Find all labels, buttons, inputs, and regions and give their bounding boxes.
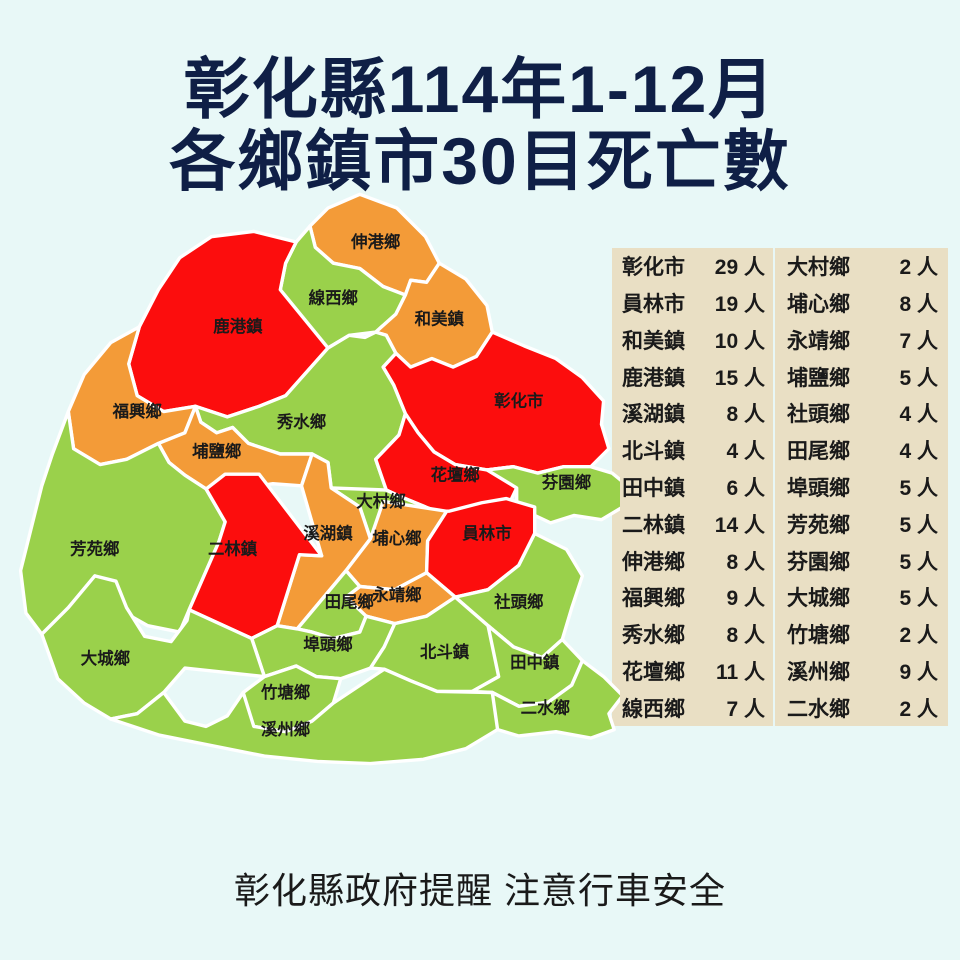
svg-text:埔鹽鄉: 埔鹽鄉 (192, 442, 242, 461)
svg-text:溪州鄉: 溪州鄉 (261, 720, 311, 739)
svg-text:埔心鄉: 埔心鄉 (372, 529, 422, 548)
svg-text:田尾鄉: 田尾鄉 (325, 593, 375, 612)
svg-text:秀水鄉: 秀水鄉 (276, 412, 327, 431)
svg-text:永靖鄉: 永靖鄉 (371, 585, 422, 604)
svg-text:福興鄉: 福興鄉 (112, 402, 163, 421)
svg-text:鹿港鎮: 鹿港鎮 (213, 317, 263, 336)
svg-text:田中鎮: 田中鎮 (510, 653, 560, 672)
svg-text:芳苑鄉: 芳苑鄉 (70, 540, 120, 559)
svg-text:伸港鄉: 伸港鄉 (350, 232, 401, 251)
svg-text:社頭鄉: 社頭鄉 (493, 593, 544, 612)
svg-text:線西鄉: 線西鄉 (309, 288, 359, 307)
svg-text:二水鄉: 二水鄉 (521, 699, 571, 718)
svg-text:大城鄉: 大城鄉 (81, 649, 131, 668)
svg-text:芬園鄉: 芬園鄉 (541, 473, 592, 492)
svg-text:花壇鄉: 花壇鄉 (431, 465, 481, 484)
svg-text:埠頭鄉: 埠頭鄉 (303, 635, 353, 654)
svg-text:大村鄉: 大村鄉 (356, 492, 406, 511)
svg-text:北斗鎮: 北斗鎮 (420, 643, 470, 662)
svg-text:員林市: 員林市 (461, 524, 511, 543)
svg-text:和美鎮: 和美鎮 (415, 310, 465, 329)
svg-text:二林鎮: 二林鎮 (208, 540, 258, 559)
svg-text:溪湖鎮: 溪湖鎮 (303, 524, 353, 543)
svg-text:彰化市: 彰化市 (494, 391, 543, 410)
svg-text:竹塘鄉: 竹塘鄉 (260, 683, 311, 702)
